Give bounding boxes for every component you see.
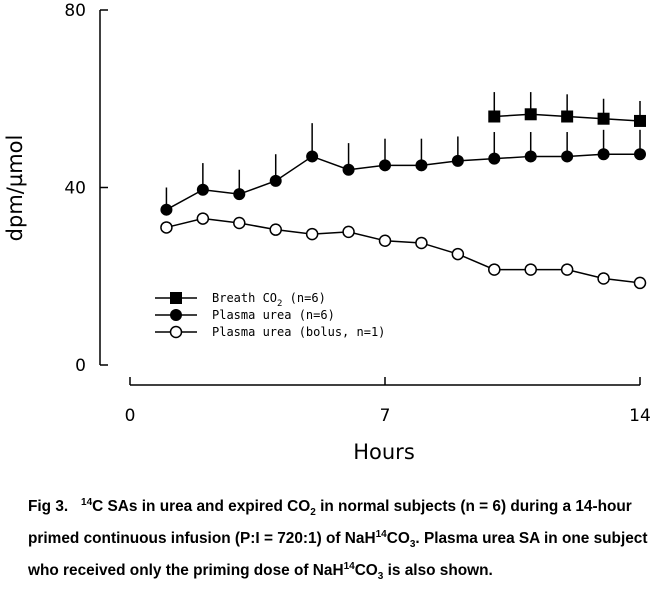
- series-0: [488, 92, 646, 127]
- data-point-0-2: [561, 110, 574, 123]
- data-point-1-4: [306, 150, 319, 163]
- series-1: [160, 123, 646, 216]
- legend-label-0: Breath CO2 (n=6): [212, 291, 326, 309]
- figure-caption: Fig 3. 14C SAs in urea and expired CO2 i…: [28, 492, 648, 589]
- data-point-0-0: [488, 110, 501, 123]
- data-point-1-11: [561, 150, 574, 163]
- data-point-1-7: [415, 159, 428, 172]
- data-point-1-6: [379, 159, 391, 172]
- data-point-0-4: [634, 114, 646, 127]
- data-point-2-7: [415, 236, 428, 250]
- caption-sub-3: 3: [377, 571, 384, 583]
- data-point-1-12: [597, 148, 610, 161]
- legend-marker-2: [169, 325, 183, 339]
- data-point-2-10: [524, 263, 537, 276]
- caption-sup-3: 14: [343, 561, 355, 573]
- data-point-2-12: [597, 272, 610, 285]
- caption-fig-label: Fig 3.: [28, 498, 69, 516]
- caption-part-5: CO: [354, 562, 378, 580]
- legend: Breath CO2 (n=6)Plasma urea (n=6)Plasma …: [155, 291, 385, 339]
- data-point-1-1: [196, 183, 209, 196]
- y-tick-label-1: 40: [64, 179, 86, 199]
- data-point-2-6: [378, 234, 392, 247]
- data-point-0-1: [524, 108, 537, 121]
- data-point-2-0: [160, 221, 173, 234]
- data-point-2-1: [196, 212, 210, 225]
- x-axis-title: Hours: [353, 440, 415, 464]
- data-point-1-13: [634, 148, 646, 161]
- data-point-2-13: [633, 276, 647, 290]
- legend-label-main-0: Breath CO: [212, 291, 277, 305]
- legend-label-sub-0: 2: [277, 299, 282, 309]
- series-2: [160, 212, 647, 290]
- legend-label-1: Plasma urea (n=6): [212, 308, 335, 322]
- caption-sub-2: 3: [409, 539, 416, 551]
- legend-label-suffix-0: (n=6): [282, 291, 325, 305]
- series-line-1: [166, 153, 640, 211]
- caption-part-3: CO: [386, 530, 410, 548]
- caption-sup-2: 14: [375, 529, 387, 541]
- x-tick-label-1: 7: [380, 406, 391, 426]
- data-point-1-2: [233, 188, 246, 201]
- data-point-1-9: [488, 152, 501, 165]
- y-axis-title: dpm/µmol: [3, 135, 27, 242]
- y-tick-label-2: 80: [64, 1, 86, 21]
- data-point-1-10: [524, 150, 537, 163]
- data-point-1-3: [269, 174, 282, 187]
- legend-label-main-2: Plasma urea (bolus, n=1): [212, 325, 385, 339]
- caption-sup-1: 14: [81, 497, 93, 508]
- data-point-1-0: [160, 203, 173, 216]
- data-point-0-3: [597, 112, 610, 125]
- data-point-1-8: [451, 154, 464, 167]
- caption-sub-1: 2: [310, 507, 316, 519]
- caption-part-2: in normal subjects (n = 6) during a 14-h…: [28, 498, 632, 548]
- legend-marker-1: [170, 309, 182, 321]
- data-point-2-9: [488, 263, 501, 276]
- axes: 0 40 80 0 7 14: [64, 1, 650, 426]
- caption-part-1: C SAs in urea and expired CO: [92, 498, 311, 516]
- data-point-2-2: [233, 216, 246, 230]
- data-point-2-8: [451, 247, 465, 261]
- data-point-2-11: [560, 263, 574, 276]
- legend-label-main-1: Plasma urea (n=6): [212, 308, 335, 322]
- x-tick-label-0: 0: [125, 406, 136, 426]
- data-point-2-5: [342, 225, 355, 239]
- series-layer: [160, 92, 647, 290]
- y-tick-label-0: 0: [75, 356, 86, 376]
- data-point-2-3: [269, 223, 282, 236]
- caption-part-6: is also shown.: [383, 562, 493, 580]
- x-tick-label-2: 14: [629, 406, 651, 426]
- legend-label-2: Plasma urea (bolus, n=1): [212, 325, 385, 339]
- caption-part-4: . Plasma urea SA in one subject who rece…: [28, 530, 648, 580]
- data-point-1-5: [342, 163, 355, 176]
- data-point-2-4: [305, 227, 319, 241]
- legend-marker-0: [170, 292, 182, 304]
